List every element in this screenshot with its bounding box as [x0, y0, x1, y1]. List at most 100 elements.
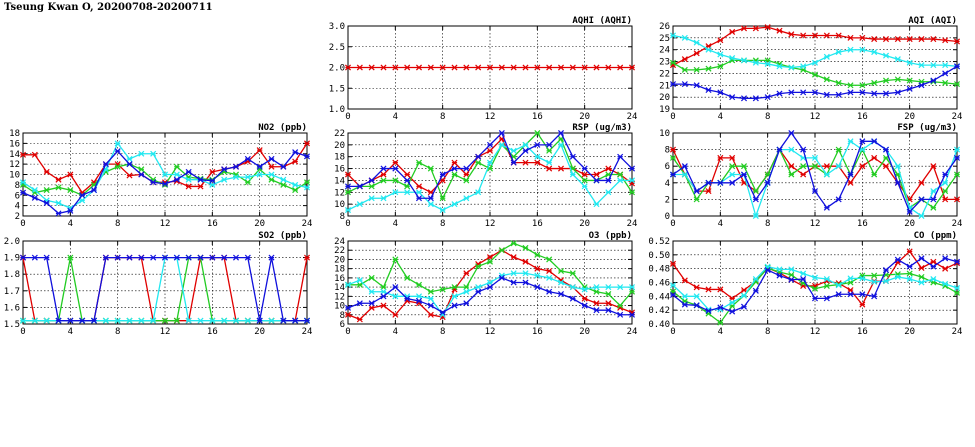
- data-point: [942, 62, 949, 69]
- data-point: [669, 59, 677, 66]
- data-point: [79, 192, 86, 199]
- data-point: [280, 317, 287, 324]
- data-point: [581, 295, 588, 302]
- y-tick-label: 20: [659, 93, 670, 103]
- y-tick-label: 19: [659, 105, 670, 115]
- data-point: [764, 267, 771, 274]
- x-tick-label: 0: [345, 112, 350, 122]
- data-point: [859, 46, 866, 53]
- y-tick-label: 1.0: [329, 105, 345, 115]
- data-point: [717, 179, 724, 186]
- data-point: [427, 165, 434, 172]
- data-point: [197, 317, 204, 324]
- x-tick-label: 12: [810, 219, 821, 229]
- data-point: [906, 248, 913, 255]
- data-point: [581, 64, 588, 71]
- y-tick-label: 1.5: [4, 320, 20, 330]
- data-point: [463, 195, 470, 202]
- data-point: [942, 280, 949, 287]
- data-point: [43, 317, 50, 324]
- data-point: [593, 284, 600, 291]
- data-point: [510, 254, 517, 261]
- data-point: [161, 180, 169, 187]
- data-point: [114, 317, 121, 324]
- data-point: [439, 207, 446, 214]
- data-point: [788, 276, 795, 283]
- data-point: [534, 265, 541, 272]
- y-tick-label: 3.0: [329, 22, 345, 32]
- data-point: [906, 59, 913, 66]
- data-point: [693, 302, 700, 309]
- y-tick-label: 10: [9, 171, 20, 181]
- series-2: [669, 32, 961, 71]
- data-point: [729, 154, 736, 161]
- data-point: [90, 187, 98, 194]
- x-tick-label: 12: [485, 219, 496, 229]
- data-point: [185, 168, 192, 175]
- data-point: [380, 177, 387, 184]
- series-3: [344, 274, 636, 318]
- data-point: [764, 60, 771, 67]
- y-tick-label: 1.7: [4, 287, 20, 297]
- data-point: [871, 154, 878, 161]
- data-point: [415, 183, 423, 190]
- data-point: [835, 196, 842, 203]
- y-tick-label: 20: [334, 141, 345, 151]
- data-point: [894, 271, 901, 278]
- data-point: [510, 270, 517, 277]
- data-point: [392, 284, 399, 291]
- x-tick-label: 24: [302, 219, 313, 229]
- data-point: [451, 64, 458, 71]
- data-point: [693, 188, 700, 195]
- data-point: [617, 153, 624, 160]
- data-point: [55, 200, 62, 207]
- data-point: [871, 36, 878, 43]
- data-point: [942, 79, 949, 86]
- x-tick-label: 0: [20, 327, 25, 337]
- x-tick-label: 0: [345, 219, 350, 229]
- data-point: [67, 317, 74, 324]
- data-point: [894, 76, 901, 83]
- data-point: [930, 204, 937, 211]
- data-point: [823, 204, 830, 211]
- data-point: [546, 64, 553, 71]
- data-point: [918, 62, 925, 69]
- data-point: [232, 174, 240, 181]
- y-tick-label: 26: [659, 22, 670, 32]
- data-point: [303, 317, 311, 324]
- data-point: [268, 254, 275, 261]
- data-point: [244, 155, 251, 162]
- data-point: [764, 24, 771, 31]
- data-point: [451, 302, 458, 309]
- y-tick-label: 10: [659, 129, 670, 139]
- data-point: [557, 64, 565, 71]
- data-point: [930, 188, 937, 195]
- data-point: [906, 77, 913, 84]
- x-tick-label: 12: [160, 327, 171, 337]
- data-point: [356, 277, 363, 284]
- data-point: [835, 49, 842, 56]
- data-point: [871, 278, 878, 285]
- data-point: [31, 151, 38, 158]
- data-point: [546, 165, 553, 172]
- data-point: [717, 286, 724, 293]
- data-point: [475, 263, 482, 270]
- data-point: [55, 317, 62, 324]
- data-point: [232, 254, 240, 261]
- data-point: [392, 177, 399, 184]
- x-tick-label: 4: [393, 112, 398, 122]
- data-point: [557, 279, 565, 286]
- data-point: [930, 62, 937, 69]
- data-point: [717, 89, 724, 96]
- data-point: [717, 37, 724, 44]
- data-point: [185, 183, 192, 190]
- data-point: [681, 171, 688, 178]
- data-point: [534, 284, 541, 291]
- data-point: [209, 254, 216, 261]
- data-point: [67, 254, 74, 261]
- data-point: [800, 276, 807, 283]
- data-point: [705, 65, 712, 72]
- data-point: [232, 163, 240, 170]
- x-tick-label: 8: [440, 327, 445, 337]
